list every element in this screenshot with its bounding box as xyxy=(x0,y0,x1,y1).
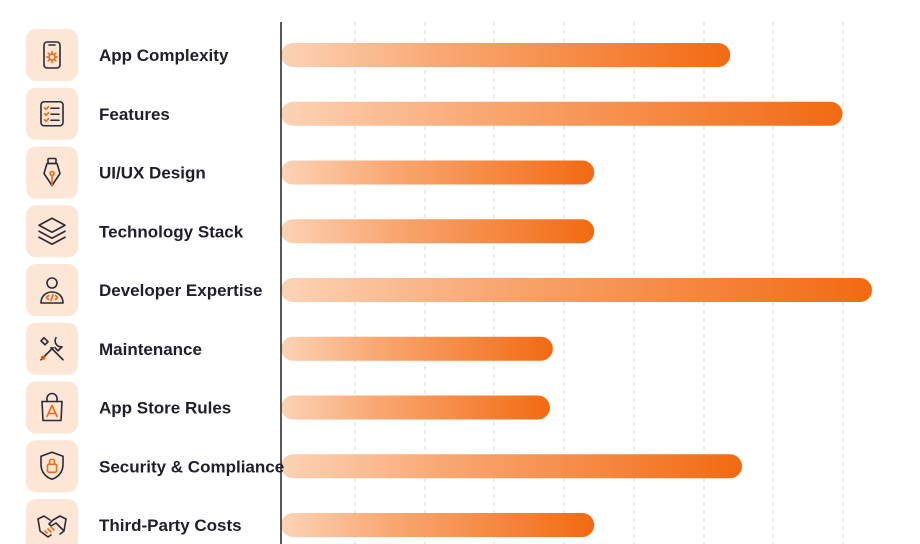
bar xyxy=(281,160,595,185)
developer-code-icon xyxy=(26,264,78,316)
bar xyxy=(281,278,872,302)
shopping-bag-app-icon xyxy=(26,381,78,434)
category-label: Technology Stack xyxy=(99,222,244,241)
category-label: Developer Expertise xyxy=(99,281,262,300)
pen-nib-icon xyxy=(26,146,78,199)
shield-lock-icon xyxy=(26,440,78,493)
bar xyxy=(281,43,731,67)
category-labels: App Complexity Features UI/UX Design Techno… xyxy=(99,46,284,535)
bar xyxy=(281,101,843,126)
bar xyxy=(281,454,742,479)
category-icons xyxy=(26,29,78,544)
bar xyxy=(281,219,595,244)
layers-stack-icon xyxy=(26,205,78,258)
category-label: Maintenance xyxy=(99,340,202,359)
category-label: App Store Rules xyxy=(99,399,231,418)
wrench-screwdriver-icon xyxy=(26,322,78,375)
handshake-icon xyxy=(26,499,78,544)
bar xyxy=(281,513,595,537)
category-label: UI/UX Design xyxy=(99,164,206,183)
category-label: Features xyxy=(99,105,170,124)
category-label: Third-Party Costs xyxy=(99,516,242,535)
bar-series xyxy=(281,43,872,537)
bar xyxy=(281,336,553,361)
category-label: Security & Compliance xyxy=(99,457,284,476)
bar xyxy=(281,395,550,420)
category-label: App Complexity xyxy=(99,46,229,65)
phone-gear-icon xyxy=(26,29,78,81)
checklist-icon xyxy=(26,87,78,140)
